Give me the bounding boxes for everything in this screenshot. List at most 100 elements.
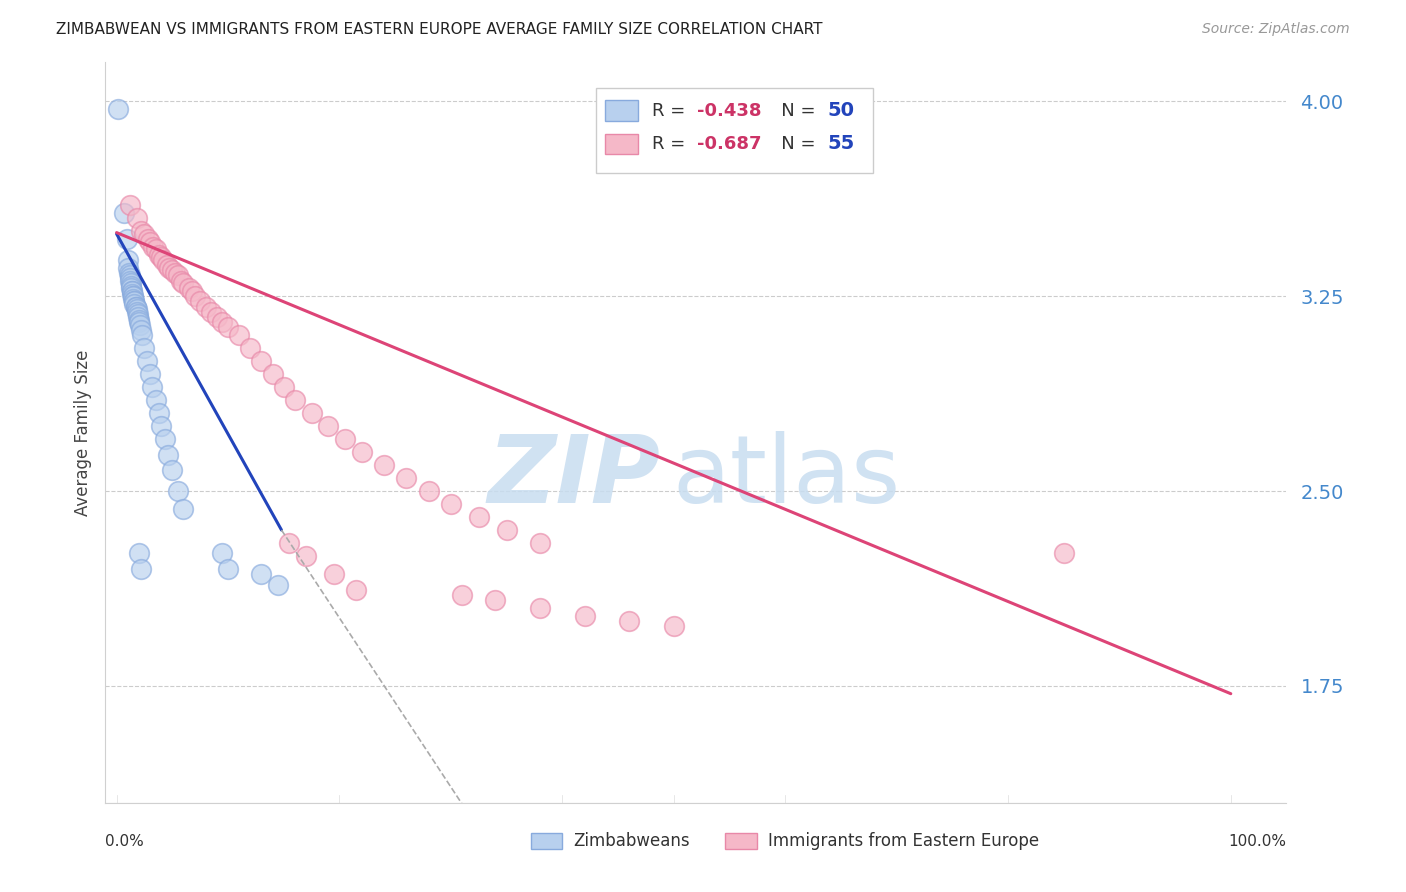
Point (121, 284, 143, 298)
Point (124, 294, 146, 309)
Point (316, 419, 339, 434)
FancyBboxPatch shape (605, 134, 638, 154)
Point (148, 248, 170, 262)
Point (128, 546, 150, 560)
Point (127, 307, 149, 321)
Point (333, 432, 356, 446)
Point (121, 286, 143, 301)
Point (115, 232, 138, 246)
Point (125, 305, 148, 319)
Point (124, 300, 146, 314)
Point (284, 393, 307, 408)
Point (162, 463, 184, 477)
Point (278, 536, 301, 550)
Point (250, 354, 273, 368)
Text: 50: 50 (827, 101, 853, 120)
Text: 55: 55 (827, 135, 855, 153)
Point (153, 432, 176, 446)
Point (125, 302, 148, 317)
Point (112, 206, 135, 220)
Point (134, 341, 156, 355)
Point (262, 367, 284, 381)
Point (250, 567, 273, 582)
Point (167, 484, 190, 499)
Point (200, 305, 222, 319)
Point (495, 523, 517, 537)
Point (122, 289, 145, 303)
Point (211, 546, 233, 560)
Point (145, 243, 167, 257)
Point (145, 393, 167, 408)
Point (188, 294, 211, 309)
Point (124, 297, 146, 311)
Point (120, 277, 142, 291)
Point (125, 211, 148, 226)
Point (122, 292, 145, 306)
Text: ZIMBABWEAN VS IMMIGRANTS FROM EASTERN EUROPE AVERAGE FAMILY SIZE CORRELATION CHA: ZIMBABWEAN VS IMMIGRANTS FROM EASTERN EU… (56, 22, 823, 37)
Point (128, 312, 150, 326)
Point (574, 608, 596, 623)
Point (239, 341, 262, 355)
Point (205, 310, 228, 324)
Point (139, 367, 162, 381)
Text: atlas: atlas (672, 431, 901, 523)
Point (267, 577, 290, 591)
Point (163, 266, 186, 280)
Point (139, 235, 162, 249)
Text: -0.438: -0.438 (697, 102, 762, 120)
Point (120, 278, 142, 293)
Point (177, 281, 200, 295)
Text: R =: R = (652, 135, 692, 153)
Point (128, 315, 150, 329)
Point (121, 284, 143, 298)
Point (129, 562, 152, 576)
Point (118, 271, 141, 285)
Point (120, 281, 142, 295)
Point (142, 240, 165, 254)
Text: Zimbabweans: Zimbabweans (574, 832, 690, 850)
Point (127, 310, 149, 324)
FancyBboxPatch shape (596, 88, 873, 173)
Point (150, 250, 173, 264)
Point (135, 354, 157, 368)
Point (124, 300, 146, 314)
Point (136, 232, 159, 246)
Point (183, 289, 205, 303)
Point (350, 445, 373, 459)
Point (172, 502, 194, 516)
Point (344, 582, 367, 597)
FancyBboxPatch shape (605, 100, 638, 121)
Point (211, 315, 233, 329)
Y-axis label: Average Family Size: Average Family Size (73, 350, 91, 516)
Point (172, 277, 194, 291)
Point (273, 380, 295, 394)
Point (124, 294, 146, 309)
FancyBboxPatch shape (530, 833, 562, 849)
FancyBboxPatch shape (725, 833, 756, 849)
Text: ZIP: ZIP (488, 431, 661, 523)
Point (162, 263, 184, 277)
Point (228, 328, 250, 343)
Point (484, 593, 506, 607)
Point (170, 274, 193, 288)
Point (301, 406, 323, 420)
Point (122, 289, 145, 303)
Point (617, 614, 640, 628)
Point (451, 588, 474, 602)
Point (129, 318, 152, 332)
Point (156, 448, 179, 462)
Text: N =: N = (765, 102, 821, 120)
Point (118, 274, 141, 288)
Point (117, 252, 139, 267)
Point (134, 227, 156, 241)
Point (529, 601, 551, 615)
Point (322, 567, 344, 582)
Point (118, 268, 141, 283)
Point (418, 484, 440, 499)
Point (217, 562, 239, 576)
Text: R =: R = (652, 102, 692, 120)
Point (107, 102, 129, 116)
Point (440, 497, 463, 511)
Point (156, 258, 179, 272)
Point (167, 268, 190, 283)
